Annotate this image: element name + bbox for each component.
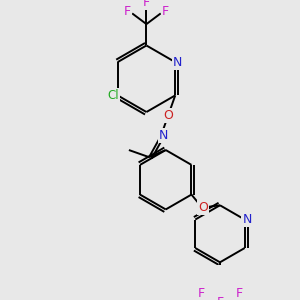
Text: F: F: [124, 4, 131, 17]
Text: F: F: [197, 287, 205, 300]
Text: N: N: [159, 129, 168, 142]
Text: Cl: Cl: [107, 89, 119, 102]
Text: F: F: [236, 287, 242, 300]
Text: F: F: [216, 296, 224, 300]
Text: F: F: [143, 0, 150, 9]
Text: N: N: [242, 213, 252, 226]
Text: F: F: [162, 4, 169, 17]
Text: N: N: [173, 56, 182, 69]
Text: O: O: [198, 201, 208, 214]
Text: O: O: [163, 109, 173, 122]
